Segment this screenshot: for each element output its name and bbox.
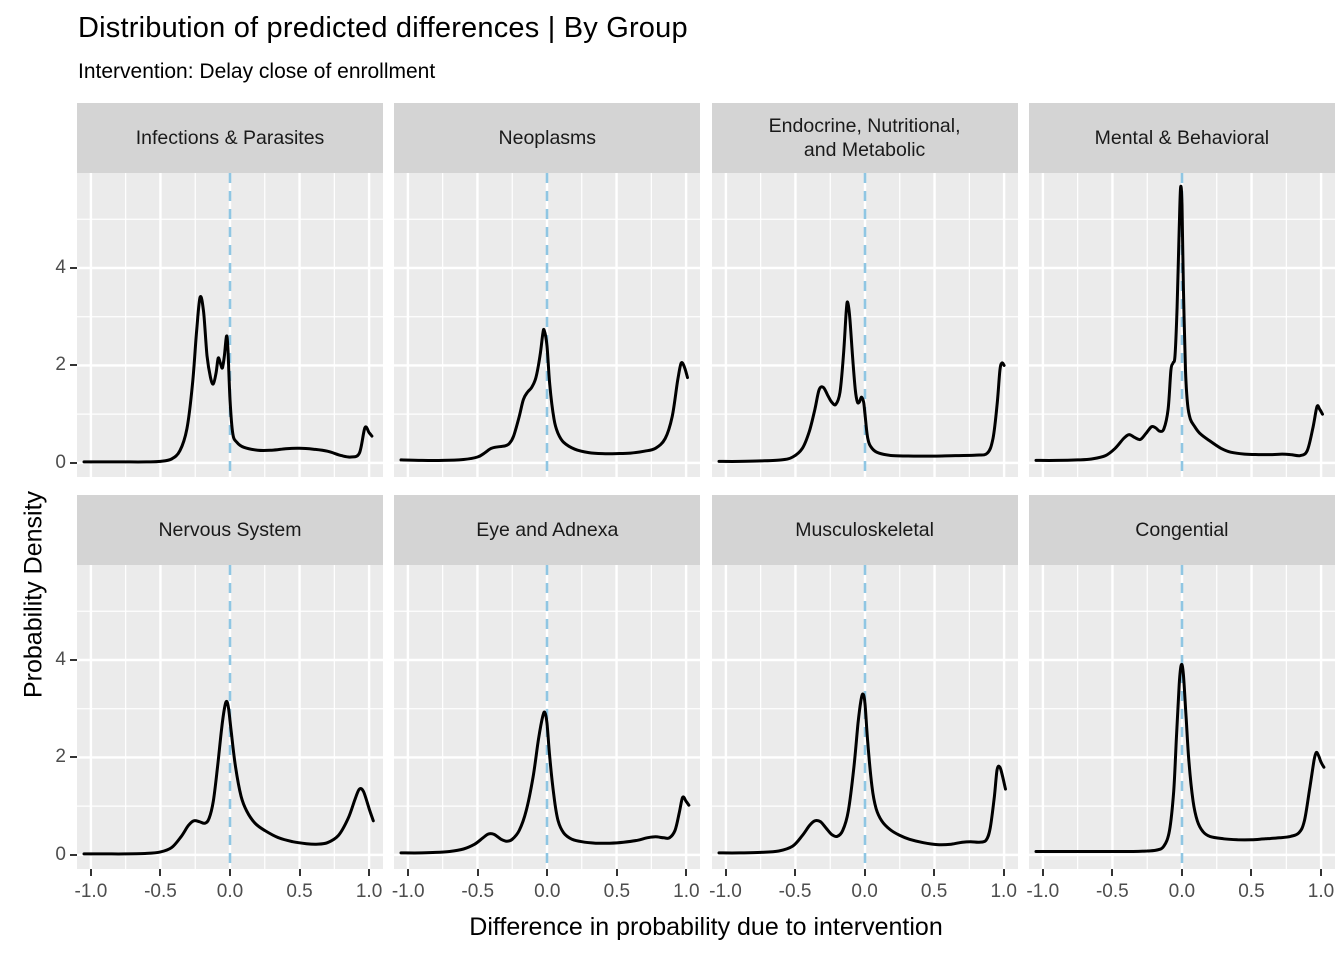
plot-title: Distribution of predicted differences | … (78, 12, 688, 44)
facet-strip-label: Infections & Parasites (135, 127, 325, 149)
x-tick-mark (863, 869, 866, 876)
x-tick-label: -0.5 (1095, 881, 1129, 902)
x-tick-label: -1.0 (1026, 881, 1060, 902)
x-tick-mark (685, 869, 688, 876)
plot-subtitle: Intervention: Delay close of enrollment (78, 60, 436, 83)
density-plot-svg (77, 565, 383, 869)
y-tick-label: 4 (55, 649, 66, 670)
y-tick-label: 2 (55, 746, 66, 768)
facet-panel: Infections & Parasites (77, 103, 383, 477)
density-plot-svg (711, 173, 1018, 477)
y-tick-mark (70, 659, 77, 661)
density-plot-svg (1028, 173, 1335, 477)
x-tick-mark (724, 869, 727, 876)
facet-strip: Nervous System (77, 495, 383, 565)
x-tick-label: 0.5 (286, 881, 313, 902)
x-tick-label: 1.0 (673, 881, 700, 902)
x-tick-label: -1.0 (391, 881, 425, 902)
facet-strip-label: Eye and Adnexa (476, 519, 619, 541)
facet-strip: Eye and Adnexa (394, 495, 701, 565)
x-tick-label: 1.0 (1307, 881, 1335, 902)
x-tick-mark (1002, 869, 1005, 876)
facet-strip: Musculoskeletal (711, 495, 1018, 565)
x-tick-mark (1041, 869, 1044, 876)
x-tick-label: 0.5 (603, 881, 631, 902)
facet-strip-label: Endocrine, Nutritional, and Metabolic (768, 115, 961, 161)
density-curve (399, 710, 691, 855)
y-tick-label: 2 (55, 354, 66, 376)
facet-strip-label: Nervous System (158, 519, 302, 541)
x-tick-mark (407, 869, 410, 876)
x-tick-label: 0.5 (920, 881, 948, 902)
y-tick-label: 0 (55, 843, 66, 865)
facet-strip-label: Neoplasms (498, 127, 597, 149)
density-plot-svg (394, 173, 701, 477)
x-tick-mark (1111, 869, 1114, 876)
x-tick-label: -0.5 (461, 881, 495, 902)
y-tick-mark (70, 756, 77, 759)
x-tick-label: -0.5 (778, 881, 812, 902)
x-tick-mark (1180, 869, 1183, 876)
x-axis-title: Difference in probability due to interve… (469, 913, 943, 941)
x-tick-mark (794, 869, 797, 876)
facet-grid: Infections & Parasites Neoplasms Endocri… (77, 103, 1335, 869)
y-tick-mark (70, 267, 77, 269)
density-curve (82, 295, 374, 464)
density-plot-svg (1028, 565, 1335, 869)
x-tick-mark (615, 869, 618, 876)
x-tick-label: 0.0 (534, 881, 561, 902)
y-tick-mark (70, 853, 77, 856)
y-tick-mark (70, 461, 77, 464)
y-tick-label: 4 (55, 257, 66, 278)
facet-panel: Nervous System (77, 495, 383, 869)
x-tick-mark (546, 869, 549, 876)
x-tick-mark (933, 869, 936, 876)
density-curve (717, 300, 1006, 463)
x-tick-mark (229, 869, 231, 876)
x-tick-mark (368, 869, 371, 876)
density-curve (82, 699, 375, 856)
x-tick-label: -1.0 (74, 881, 108, 902)
y-tick-mark (70, 364, 77, 367)
density-plot-svg (711, 565, 1018, 869)
facet-panel: Congential (1028, 495, 1335, 869)
x-tick-mark (159, 869, 162, 876)
facet-strip: Infections & Parasites (77, 103, 383, 173)
facet-strip-label: Musculoskeletal (795, 519, 934, 541)
density-plot-svg (394, 565, 701, 869)
facet-strip: Endocrine, Nutritional, and Metabolic (711, 103, 1018, 173)
density-curve (1034, 662, 1326, 853)
density-curve (399, 327, 690, 463)
x-tick-mark (89, 869, 92, 876)
facet-strip-label: Congential (1135, 519, 1229, 541)
x-tick-label: -0.5 (144, 881, 177, 902)
x-tick-label: 0.0 (216, 881, 244, 902)
facet-strip: Mental & Behavioral (1028, 103, 1335, 173)
density-plot-svg (77, 173, 383, 477)
facet-panel: Neoplasms (394, 103, 701, 477)
facet-panel: Endocrine, Nutritional, and Metabolic (711, 103, 1018, 477)
x-tick-label: 0.0 (1168, 881, 1196, 902)
x-tick-label: 0.5 (1238, 881, 1265, 902)
facet-panel: Mental & Behavioral (1028, 103, 1335, 477)
facet-panel: Eye and Adnexa (394, 495, 701, 869)
x-tick-label: 1.0 (355, 881, 383, 902)
x-tick-label: 0.0 (851, 881, 878, 902)
density-curve (717, 692, 1007, 855)
facet-strip-label: Mental & Behavioral (1094, 127, 1270, 149)
x-tick-mark (1319, 869, 1322, 876)
facet-strip: Neoplasms (394, 103, 701, 173)
x-tick-mark (1250, 869, 1253, 876)
facet-strip: Congential (1028, 495, 1335, 565)
x-tick-mark (476, 869, 479, 876)
x-tick-label: -1.0 (709, 881, 742, 902)
x-tick-mark (298, 869, 301, 876)
facet-panel: Musculoskeletal (711, 495, 1018, 869)
x-tick-label: 1.0 (990, 881, 1017, 902)
density-curve (1034, 184, 1324, 462)
y-tick-label: 0 (55, 451, 66, 473)
